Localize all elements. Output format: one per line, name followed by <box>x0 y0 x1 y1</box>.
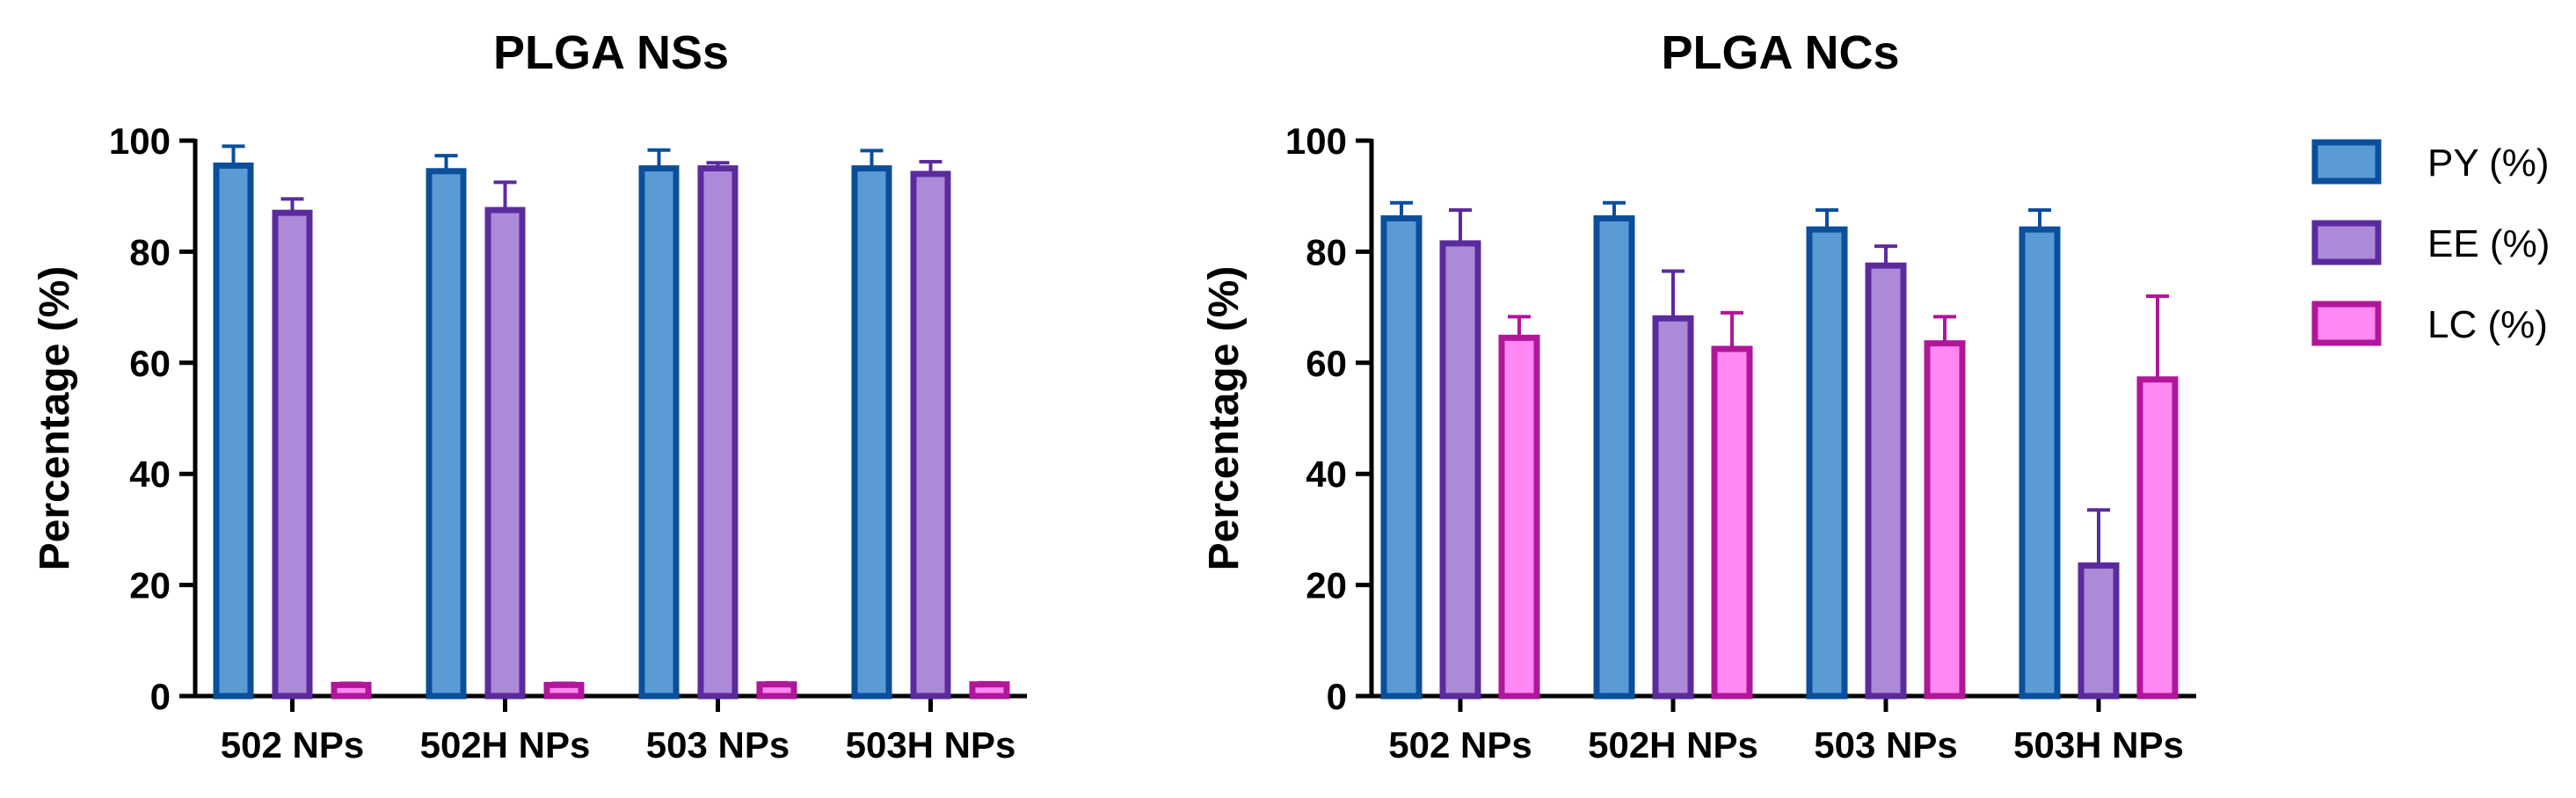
bar-ee-502h-nps <box>484 207 526 700</box>
x-tick-label-503h-nps: 503H NPs <box>846 724 1016 765</box>
chart-title: PLGA NCs <box>1661 26 1899 79</box>
y-tick-label: 60 <box>1306 343 1347 384</box>
bar-ee-503h-nps <box>2078 562 2120 700</box>
chart-title: PLGA NSs <box>493 26 729 79</box>
legend-label-lc: LC (%) <box>2427 303 2548 346</box>
bar-ee-503-nps <box>1865 262 1907 700</box>
y-tick-label: 40 <box>1306 453 1347 495</box>
legend-swatch-lc <box>2311 301 2382 346</box>
legend-label-py: PY (%) <box>2427 141 2550 185</box>
bar-py-502-nps <box>1380 214 1423 700</box>
panel-plga-ncs: PLGA NCs Percentage (%) 0 20 40 60 80 100 502 NP… <box>1201 26 2196 765</box>
legend-swatch-py <box>2311 139 2382 185</box>
y-tick-label: 20 <box>129 565 171 606</box>
bar-py-503-nps <box>1806 226 1848 700</box>
x-tick-label-502h-nps: 502H NPs <box>1588 724 1758 765</box>
bar-ee-502-nps <box>1439 240 1481 700</box>
bar-lc-503-nps <box>1924 340 1966 700</box>
bar-py-503-nps <box>638 165 680 700</box>
y-tick-label: 60 <box>129 343 171 384</box>
bar-py-502h-nps <box>1593 214 1635 700</box>
legend: PY (%) EE (%) LC (%) <box>2311 139 2550 346</box>
bar-py-502h-nps <box>426 168 467 700</box>
y-tick-label: 40 <box>129 453 171 495</box>
bar-lc-502h-nps <box>543 681 585 700</box>
x-tick-label-503-nps: 503 NPs <box>1814 724 1957 765</box>
bar-lc-503h-nps <box>969 681 1010 700</box>
bar-lc-502h-nps <box>1711 345 1753 700</box>
x-tick-label-502-nps: 502 NPs <box>1388 724 1532 765</box>
y-tick-label: 20 <box>1306 565 1347 606</box>
bar-ee-502-nps <box>272 209 313 700</box>
bar-lc-502-nps <box>1498 334 1540 700</box>
bar-lc-503-nps <box>756 681 797 700</box>
legend-label-ee: EE (%) <box>2427 222 2550 265</box>
legend-swatch-ee <box>2311 220 2382 265</box>
y-tick-label: 100 <box>1285 120 1347 162</box>
bar-lc-502-nps <box>331 681 372 700</box>
y-tick-label: 0 <box>1327 676 1347 717</box>
x-tick-label-502h-nps: 502H NPs <box>420 724 591 765</box>
bar-py-502-nps <box>213 162 254 700</box>
y-tick-label: 80 <box>1306 231 1347 272</box>
bar-lc-503h-nps <box>2136 376 2179 700</box>
x-tick-label-503-nps: 503 NPs <box>646 724 790 765</box>
y-axis-label: Percentage (%) <box>1201 266 1248 571</box>
bar-py-503h-nps <box>2019 226 2061 700</box>
y-tick-label: 100 <box>109 120 171 162</box>
x-tick-label-502-nps: 502 NPs <box>221 724 364 765</box>
y-tick-label: 80 <box>129 231 171 272</box>
bar-ee-503-nps <box>697 165 739 700</box>
bar-ee-502h-nps <box>1652 315 1694 700</box>
y-tick-label: 0 <box>150 676 171 717</box>
y-axis-label: Percentage (%) <box>32 266 78 571</box>
bar-ee-503h-nps <box>910 170 951 700</box>
x-tick-label-503h-nps: 503H NPs <box>2013 724 2184 765</box>
panel-plga-nss: PLGA NSs Percentage (%) 0 20 40 60 80 100 502 NP… <box>32 26 1027 765</box>
bar-py-503h-nps <box>851 165 892 700</box>
